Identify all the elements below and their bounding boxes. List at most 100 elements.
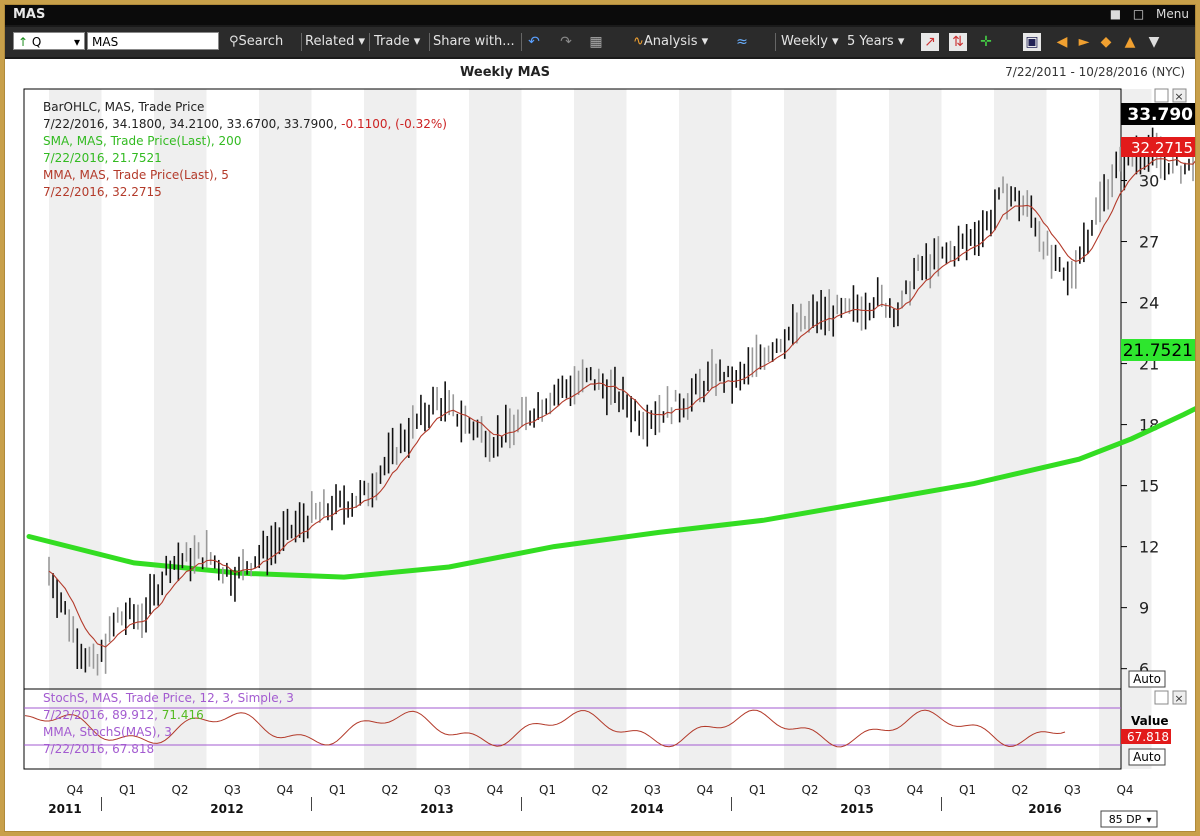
- y-tick-label: 24: [1139, 294, 1159, 313]
- stoch-close-glyph: ×: [1174, 692, 1183, 705]
- trade-menu[interactable]: Trade ▾: [374, 34, 421, 49]
- x-quarter-label: Q4: [906, 783, 923, 797]
- chart-window: MAS ■ □ Menu ↑ Q ▾ MAS ⚲Search Related ▾…: [4, 4, 1196, 832]
- stoch-mma-title: MMA, StochS(MAS), 3: [43, 725, 172, 739]
- toolbar: ↑ Q ▾ MAS ⚲Search Related ▾ Trade ▾ Shar…: [5, 27, 1195, 57]
- pane-close-icon[interactable]: [1172, 88, 1187, 103]
- symbol-type-label: Q: [31, 35, 42, 49]
- x-year-label: 2016: [1028, 802, 1061, 816]
- stoch-line: [24, 709, 1066, 748]
- quarter-band: [889, 89, 942, 769]
- stoch-value: 67.818: [1127, 730, 1169, 744]
- layout-icon[interactable]: ▦: [589, 34, 603, 50]
- x-quarter-label: Q4: [276, 783, 293, 797]
- stoch-close-icon[interactable]: [1172, 690, 1187, 705]
- collapse-icon[interactable]: ▲: [1124, 34, 1136, 50]
- y-tick-label: 6: [1139, 660, 1149, 679]
- stoch-value-badge: [1121, 729, 1171, 744]
- search-icon: ⚲: [229, 34, 239, 49]
- x-year-label: 2015: [840, 802, 873, 816]
- stoch-auto-button[interactable]: [1128, 748, 1166, 766]
- sma-badge: [1121, 339, 1195, 361]
- x-quarter-label: Q2: [801, 783, 818, 797]
- quarter-band: [574, 89, 627, 769]
- x-year-label: 2013: [420, 802, 453, 816]
- expand-icon[interactable]: ◆: [1100, 34, 1112, 50]
- range-select[interactable]: 5 Years ▾: [847, 34, 905, 49]
- chevron-down-icon: ▾: [1146, 815, 1151, 826]
- legend-mma-value: 7/22/2016, 32.2715: [43, 185, 162, 199]
- related-menu[interactable]: Related ▾: [305, 34, 366, 49]
- dp-select[interactable]: [1100, 810, 1158, 828]
- stoch-restore-icon[interactable]: [1154, 690, 1169, 705]
- title-bar: MAS ■ □ Menu: [5, 5, 1195, 25]
- x-quarter-label: Q1: [119, 783, 136, 797]
- x-quarter-label: Q3: [1064, 783, 1081, 797]
- x-year-label: 2011: [48, 802, 81, 816]
- x-quarter-label: Q4: [696, 783, 713, 797]
- legend-sma-title: SMA, MAS, Trade Price(Last), 200: [43, 134, 241, 148]
- pane-restore-icon[interactable]: [1154, 88, 1169, 103]
- y-tick-label: 12: [1139, 538, 1159, 557]
- pin-icon[interactable]: ■: [1109, 7, 1122, 21]
- auto-scale-label: Auto: [1133, 672, 1161, 686]
- x-year-label: 2014: [630, 802, 663, 816]
- restore-icon[interactable]: □: [1132, 7, 1145, 21]
- x-quarter-label: Q3: [854, 783, 871, 797]
- price-legend: BarOHLC, MAS, Trade Price 7/22/2016, 34.…: [43, 100, 447, 199]
- symbol-type-select[interactable]: ↑ Q ▾: [13, 32, 85, 50]
- stoch-mma-value: 7/22/2016, 67.818: [43, 742, 154, 756]
- quarter-band: [784, 89, 837, 769]
- x-quarter-label: Q3: [224, 783, 241, 797]
- share-menu[interactable]: Share with...: [433, 34, 515, 49]
- mma-value: 32.2715: [1131, 139, 1193, 157]
- symbol-input[interactable]: MAS: [87, 32, 219, 50]
- x-quarter-label: Q3: [434, 783, 451, 797]
- x-year-label: 2012: [210, 802, 243, 816]
- last-price-badge: [1121, 103, 1195, 125]
- date-range: 7/22/2011 - 10/28/2016 (NYC): [1005, 65, 1185, 79]
- stoch-legend-values: 7/22/2016, 89.912, 71.416: [43, 708, 204, 722]
- pane-close-glyph: ×: [1174, 90, 1183, 103]
- y-tick-label: 27: [1139, 233, 1159, 252]
- bar-chart-icon[interactable]: ⇅: [949, 33, 967, 51]
- chart-svg[interactable]: Weekly MAS 7/22/2011 - 10/28/2016 (NYC) …: [5, 59, 1195, 831]
- stoch-legend: StochS, MAS, Trade Price, 12, 3, Simple,…: [43, 691, 294, 756]
- window-icon[interactable]: ▣: [1023, 33, 1041, 51]
- chart-title: Weekly MAS: [460, 65, 550, 80]
- sma-200-line: [26, 406, 1195, 580]
- x-quarter-label: Q3: [644, 783, 661, 797]
- quarter-band: [364, 89, 417, 769]
- crosshair-icon[interactable]: ✛: [980, 34, 992, 50]
- legend-ohlc-title: BarOHLC, MAS, Trade Price: [43, 100, 204, 114]
- auto-scale-button[interactable]: [1128, 670, 1166, 688]
- redo-icon[interactable]: ↷: [560, 34, 572, 50]
- zoom-in-icon[interactable]: ►: [1078, 34, 1090, 50]
- period-select[interactable]: Weekly ▾: [781, 34, 839, 49]
- undo-icon[interactable]: ↶: [528, 34, 540, 50]
- stoch-auto-label: Auto: [1133, 750, 1161, 764]
- y-tick-label: 30: [1139, 172, 1159, 191]
- quarter-band: [259, 89, 312, 769]
- chart-area: Weekly MAS 7/22/2011 - 10/28/2016 (NYC) …: [5, 59, 1195, 831]
- quarter-band: [679, 89, 732, 769]
- x-quarter-label: Q2: [591, 783, 608, 797]
- stoch-value-label: Value: [1131, 714, 1169, 728]
- line-chart-icon[interactable]: ↗: [921, 33, 939, 51]
- x-quarter-label: Q2: [171, 783, 188, 797]
- analysis-menu[interactable]: ∿Analysis ▾: [633, 34, 709, 49]
- more-icon[interactable]: ▼: [1148, 34, 1160, 50]
- chevron-down-icon: ▾: [73, 35, 80, 49]
- y-tick-label: 15: [1139, 477, 1159, 496]
- studies-icon[interactable]: ≈: [736, 34, 748, 50]
- legend-ohlc-values: 7/22/2016, 34.1800, 34.2100, 33.6700, 33…: [43, 117, 447, 131]
- window-controls: ■ □ Menu: [1102, 7, 1189, 21]
- scroll-left-icon[interactable]: ◀: [1056, 34, 1068, 50]
- quarter-band: [154, 89, 207, 769]
- search-button[interactable]: ⚲Search: [229, 34, 284, 49]
- last-price-value: 33.790: [1127, 105, 1193, 125]
- x-quarter-label: Q4: [486, 783, 503, 797]
- quarter-band: [994, 89, 1047, 769]
- menu-button[interactable]: Menu: [1156, 7, 1189, 21]
